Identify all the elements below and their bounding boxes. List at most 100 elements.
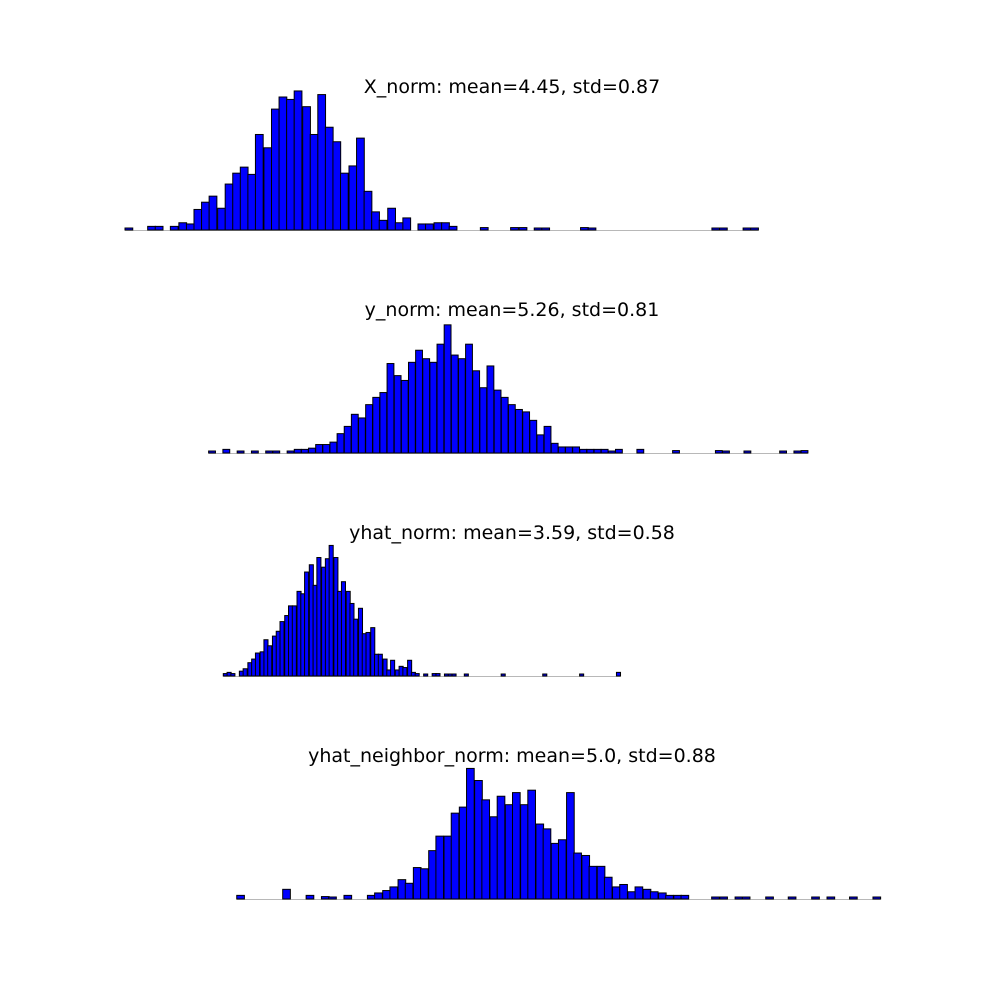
bars [222,544,622,677]
histogram-bar [265,450,274,454]
histogram-bar [154,225,164,231]
histogram-bar [232,172,241,231]
histogram-bar [557,839,567,900]
histogram-bar [300,448,309,454]
histogram-bar [358,417,366,454]
histogram-bar [719,896,728,900]
panel-title: X_norm: mean=4.45, std=0.87 [364,76,660,98]
histogram-bar [489,816,499,900]
histogram-bar [208,195,218,231]
histogram-bar [400,379,409,454]
histogram-bar [443,835,453,900]
histogram-bar [450,812,460,900]
histogram-bar [441,222,450,231]
histogram-bar [619,883,628,900]
histogram-bar [377,653,383,677]
panel-title: yhat_norm: mean=3.59, std=0.58 [349,522,675,544]
histogram-bar [382,890,391,900]
histogram-bar [587,227,597,231]
histogram-bar [436,343,445,454]
histogram-bar [520,804,529,900]
histogram-bar [412,867,422,900]
histogram-bar [481,799,491,900]
histogram-bar [543,425,552,454]
histogram-bar [787,896,797,900]
histogram-bar [493,389,502,454]
histogram-bar [743,450,752,454]
histogram-bar [336,433,345,454]
histogram-bar [193,208,203,231]
histogram-bar [322,444,331,454]
histogram-bar [565,446,573,454]
histogram-bar [317,94,327,231]
histogram-bar [536,434,545,454]
histogram-bar [224,183,234,231]
histogram-bar [422,358,431,454]
histogram-bar [402,217,412,231]
histogram-bar [428,850,437,900]
histogram-bar [718,227,728,231]
histogram-bar [793,450,802,454]
histogram-bar [479,227,489,231]
histogram-bar [515,408,523,454]
histogram-bar [404,882,414,900]
histogram-bar [407,659,413,677]
histogram-bar [588,865,598,900]
histogram-bar [393,375,402,454]
histogram-bar [550,442,559,454]
histogram-bar [711,227,721,231]
histogram-bar [242,668,248,677]
histogram-bar [457,358,466,454]
histogram-bar [348,165,358,231]
histogram-bar [415,349,423,454]
histogram-bar [272,450,281,454]
histogram-bar [486,365,495,454]
histogram-bar [374,892,383,900]
histogram-bar [636,448,645,454]
histogram-bar [254,652,260,677]
histogram-bar [420,868,429,900]
histogram-bar [254,133,264,231]
histogram-bar [217,207,226,231]
histogram-bar [527,789,536,900]
histogram-bar [518,227,528,231]
histogram-bar [270,108,280,231]
histogram-bar [811,896,820,900]
bars [208,324,809,454]
histogram-bar [286,98,295,231]
histogram-bar [425,223,434,231]
histogram-bar [293,90,303,231]
panel-y-norm: y_norm: mean=5.26, std=0.81 [208,299,809,454]
histogram-bar [722,450,730,454]
histogram-bar [474,780,483,900]
histogram-bar [379,392,388,454]
histogram-bar [278,96,288,231]
histogram-bar [372,396,381,454]
histogram-bar [291,605,297,677]
histogram-bar [572,446,580,454]
histogram-bar [580,227,589,231]
histogram-bar [124,227,134,231]
histogram-bar [550,842,560,900]
histogram-bar [627,891,637,900]
histogram-bar [250,450,259,454]
histogram-bar [343,425,352,454]
bars [236,767,882,900]
histogram-bar [593,448,602,454]
histogram-bar [512,792,521,900]
histogram-bar [282,888,291,900]
histogram-bar [236,894,245,900]
histogram-bar [510,227,519,231]
histogram-bar [387,207,396,231]
histogram-bar [178,222,188,231]
histogram-bar [634,886,644,900]
histogram-bar [504,804,514,900]
histogram-bar [607,450,616,454]
histogram-bar [711,896,720,900]
histogram-bar [600,448,609,454]
histogram-bar [308,447,316,454]
histogram-bar [542,828,552,900]
histogram-bar [614,448,623,454]
histogram-bar [541,227,551,231]
